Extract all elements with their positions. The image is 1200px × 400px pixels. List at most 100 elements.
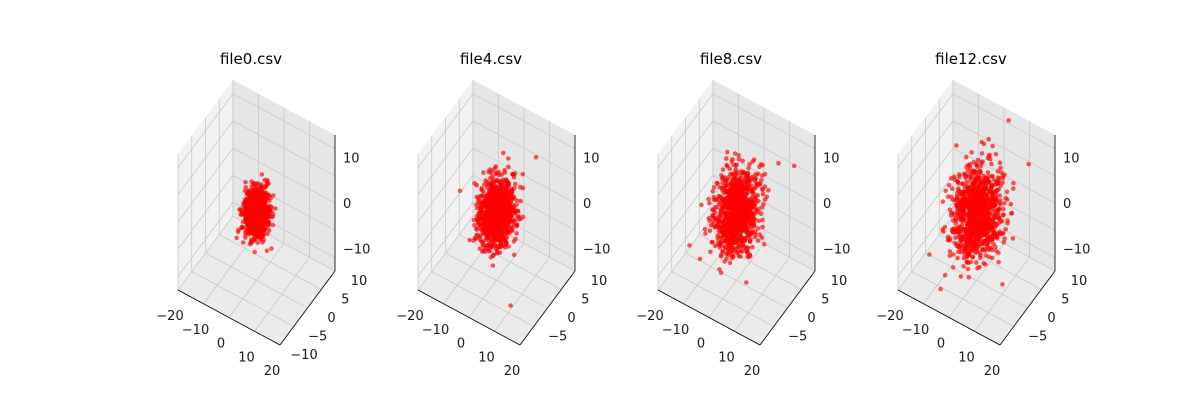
data-point	[483, 220, 489, 225]
data-point	[989, 255, 995, 261]
data-point	[996, 175, 1001, 180]
data-point	[977, 264, 982, 270]
data-point	[481, 170, 486, 175]
data-point	[514, 198, 520, 203]
data-point	[984, 210, 990, 215]
x-tick-label: 20	[504, 364, 521, 379]
data-point	[256, 191, 262, 197]
data-point	[249, 237, 254, 242]
data-point	[970, 254, 975, 260]
data-point	[986, 205, 992, 211]
data-point	[250, 230, 255, 235]
grid-line-y	[685, 117, 788, 309]
data-point	[954, 143, 959, 148]
data-point	[735, 245, 741, 250]
data-point	[510, 196, 516, 202]
y-tick-label: 0	[807, 311, 815, 326]
grid-line-z	[657, 93, 816, 168]
data-point	[271, 193, 276, 198]
data-point	[482, 182, 487, 187]
data-point	[1009, 210, 1014, 216]
y-tick-label: −5	[548, 330, 567, 345]
data-point	[731, 205, 736, 210]
data-point	[983, 232, 988, 237]
x-tick-label: 20	[984, 364, 1001, 379]
data-point	[760, 191, 766, 197]
subplot-title: file12.csv	[935, 50, 1007, 68]
data-point	[746, 254, 751, 260]
data-point	[1010, 236, 1016, 241]
data-point	[717, 242, 722, 247]
data-point	[702, 227, 708, 232]
data-point	[513, 181, 518, 187]
data-point	[533, 155, 539, 160]
data-point	[997, 193, 1003, 198]
y-axis-line	[759, 270, 816, 346]
data-point	[993, 151, 999, 157]
data-point	[951, 252, 956, 257]
data-point	[516, 214, 521, 219]
data-point	[263, 197, 269, 202]
data-point	[486, 169, 491, 175]
data-point	[1001, 240, 1007, 245]
data-point	[264, 248, 270, 254]
data-point	[492, 231, 498, 236]
data-point	[737, 175, 743, 181]
data-point	[760, 205, 765, 210]
data-point	[494, 245, 500, 251]
data-point	[989, 237, 995, 242]
data-point	[484, 201, 490, 206]
data-point	[474, 226, 479, 231]
data-point	[965, 266, 971, 272]
data-point	[961, 171, 967, 177]
data-point	[485, 207, 491, 212]
data-point	[753, 197, 758, 203]
data-point	[237, 207, 242, 212]
data-point	[255, 240, 260, 245]
data-point	[235, 229, 241, 235]
data-point	[986, 240, 991, 245]
data-point	[715, 233, 721, 238]
x-tick-label: −10	[902, 323, 929, 338]
data-point	[478, 207, 484, 213]
data-point	[711, 184, 717, 190]
data-point	[266, 228, 272, 233]
z-tick-label: 10	[343, 152, 360, 167]
x-tick-label: 20	[264, 364, 281, 379]
data-point	[261, 227, 267, 233]
y-axis-line	[279, 270, 336, 346]
data-point	[753, 208, 758, 213]
x-tick-label: −20	[396, 309, 423, 324]
grid-line-y	[458, 98, 562, 290]
data-point	[961, 204, 966, 210]
y-tick-label: 5	[821, 293, 829, 308]
data-point	[991, 228, 997, 234]
data-point	[250, 187, 256, 193]
data-point	[724, 182, 730, 188]
y-tick-label: 10	[591, 274, 608, 289]
data-point	[981, 260, 986, 266]
y-tick-label: 5	[341, 293, 349, 308]
x-tick-label: −10	[422, 323, 449, 338]
data-point	[707, 200, 712, 206]
data-point	[735, 230, 740, 236]
data-point	[735, 212, 741, 218]
y-tick-label: −5	[1028, 330, 1047, 345]
data-point	[927, 252, 932, 257]
data-point	[990, 173, 995, 179]
data-point	[502, 209, 508, 214]
grid-line-y	[218, 98, 322, 290]
data-point	[983, 253, 989, 258]
data-point	[988, 186, 994, 191]
data-point	[748, 216, 753, 221]
data-point	[712, 243, 718, 249]
data-point	[501, 212, 507, 218]
data-point	[993, 209, 999, 215]
grid-line-y	[191, 135, 294, 327]
data-point	[963, 154, 969, 160]
data-point	[984, 177, 989, 182]
data-point	[734, 250, 740, 256]
data-point	[508, 192, 514, 198]
data-point	[490, 263, 496, 268]
